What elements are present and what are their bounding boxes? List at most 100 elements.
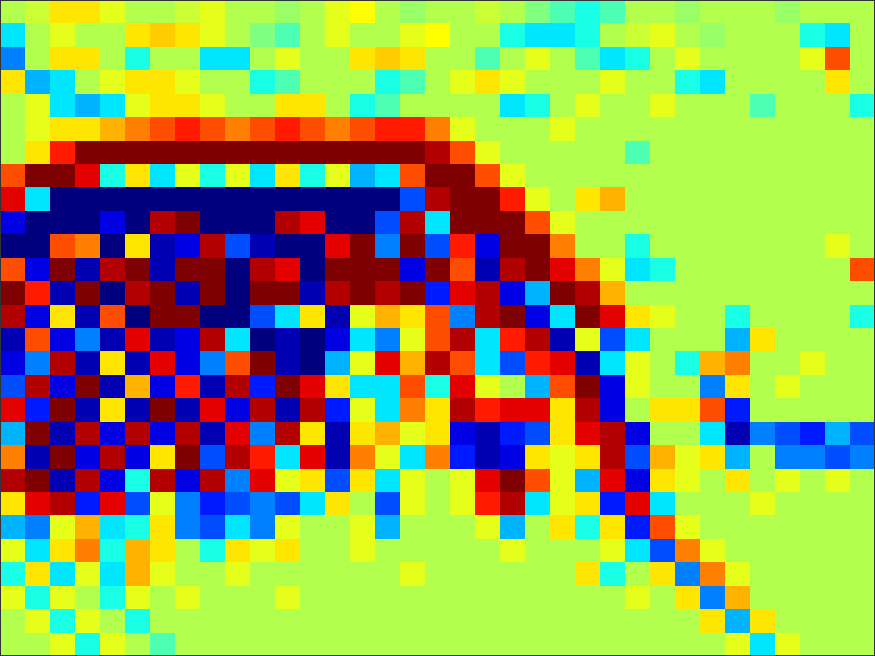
heatmap-cell bbox=[75, 539, 101, 563]
heatmap-cell bbox=[100, 351, 126, 375]
plot-frame bbox=[1, 1, 875, 656]
heatmap-cell bbox=[700, 94, 726, 118]
heatmap-cell bbox=[625, 258, 651, 282]
heatmap-cell bbox=[300, 586, 326, 610]
heatmap-cell bbox=[100, 70, 126, 94]
heatmap-cell bbox=[125, 586, 151, 610]
heatmap-cell bbox=[500, 187, 526, 211]
heatmap-cell bbox=[750, 47, 776, 71]
heatmap-cell bbox=[500, 375, 526, 399]
heatmap-cell bbox=[475, 211, 501, 235]
heatmap-cell bbox=[700, 375, 726, 399]
heatmap-cell bbox=[525, 70, 551, 94]
heatmap-cell bbox=[100, 492, 126, 516]
heatmap-cell bbox=[150, 328, 176, 352]
heatmap-cell bbox=[425, 117, 451, 141]
heatmap-cell bbox=[850, 141, 875, 165]
heatmap-cell bbox=[250, 422, 276, 446]
heatmap-cell bbox=[0, 398, 26, 422]
heatmap-cell bbox=[175, 469, 201, 493]
heatmap-cell bbox=[500, 234, 526, 258]
heatmap-cell bbox=[375, 70, 401, 94]
heatmap-cell bbox=[475, 515, 501, 539]
heatmap-cell bbox=[250, 70, 276, 94]
heatmap-cell bbox=[850, 47, 875, 71]
heatmap-cell bbox=[350, 609, 376, 633]
heatmap-cell bbox=[600, 562, 626, 586]
heatmap-cell bbox=[125, 234, 151, 258]
heatmap-cell bbox=[575, 141, 601, 165]
heatmap-cell bbox=[550, 141, 576, 165]
heatmap-cell bbox=[750, 0, 776, 24]
heatmap-cell bbox=[775, 0, 801, 24]
heatmap-cell bbox=[250, 187, 276, 211]
heatmap-cell bbox=[700, 469, 726, 493]
heatmap-cell bbox=[225, 492, 251, 516]
heatmap-cell bbox=[225, 164, 251, 188]
heatmap-cell bbox=[325, 398, 351, 422]
heatmap-cell bbox=[475, 234, 501, 258]
heatmap-cell bbox=[525, 562, 551, 586]
heatmap-cell bbox=[850, 515, 875, 539]
heatmap-cell bbox=[550, 117, 576, 141]
heatmap-cell bbox=[250, 94, 276, 118]
heatmap-cell bbox=[725, 586, 751, 610]
heatmap-cell bbox=[275, 0, 301, 24]
heatmap-cell bbox=[800, 70, 826, 94]
heatmap-cell bbox=[50, 211, 76, 235]
heatmap-cell bbox=[575, 492, 601, 516]
heatmap-cell bbox=[475, 609, 501, 633]
heatmap-cell bbox=[175, 539, 201, 563]
heatmap-cell bbox=[850, 492, 875, 516]
heatmap-cell bbox=[25, 445, 51, 469]
heatmap-cell bbox=[625, 47, 651, 71]
heatmap-cell bbox=[525, 422, 551, 446]
heatmap-cell bbox=[450, 633, 476, 656]
heatmap-cell bbox=[525, 0, 551, 24]
heatmap-cell bbox=[475, 47, 501, 71]
heatmap-cell bbox=[500, 23, 526, 47]
heatmap-cell bbox=[675, 70, 701, 94]
heatmap-cell bbox=[550, 281, 576, 305]
heatmap-cell bbox=[275, 281, 301, 305]
heatmap-cell bbox=[175, 94, 201, 118]
heatmap-cell bbox=[750, 539, 776, 563]
heatmap-cell bbox=[400, 47, 426, 71]
heatmap-cell bbox=[225, 258, 251, 282]
heatmap-cell bbox=[0, 305, 26, 329]
heatmap-cell bbox=[675, 305, 701, 329]
heatmap-cell bbox=[650, 47, 676, 71]
heatmap-cell bbox=[775, 258, 801, 282]
heatmap-cell bbox=[700, 539, 726, 563]
heatmap-cell bbox=[625, 211, 651, 235]
heatmap-cell bbox=[325, 281, 351, 305]
heatmap-cell bbox=[650, 70, 676, 94]
heatmap-cell bbox=[750, 422, 776, 446]
heatmap-cell bbox=[225, 117, 251, 141]
heatmap-cell bbox=[525, 187, 551, 211]
heatmap-cell bbox=[600, 47, 626, 71]
heatmap-cell bbox=[450, 586, 476, 610]
heatmap-cell bbox=[500, 586, 526, 610]
heatmap-cell bbox=[50, 234, 76, 258]
heatmap-cell bbox=[725, 422, 751, 446]
heatmap-cell bbox=[275, 633, 301, 656]
heatmap-cell bbox=[675, 94, 701, 118]
heatmap-cell bbox=[25, 211, 51, 235]
heatmap-cell bbox=[350, 328, 376, 352]
heatmap-cell bbox=[600, 398, 626, 422]
heatmap-cell bbox=[225, 141, 251, 165]
heatmap-cell bbox=[275, 562, 301, 586]
heatmap-cell bbox=[225, 375, 251, 399]
heatmap-cell bbox=[100, 539, 126, 563]
heatmap-cell bbox=[350, 94, 376, 118]
heatmap-cell bbox=[425, 515, 451, 539]
heatmap-cell bbox=[350, 70, 376, 94]
heatmap-cell bbox=[825, 164, 851, 188]
heatmap-cell bbox=[75, 164, 101, 188]
heatmap-cell bbox=[575, 586, 601, 610]
heatmap-cell bbox=[0, 539, 26, 563]
heatmap-cell bbox=[125, 422, 151, 446]
heatmap-cell bbox=[75, 211, 101, 235]
heatmap-cell bbox=[300, 187, 326, 211]
